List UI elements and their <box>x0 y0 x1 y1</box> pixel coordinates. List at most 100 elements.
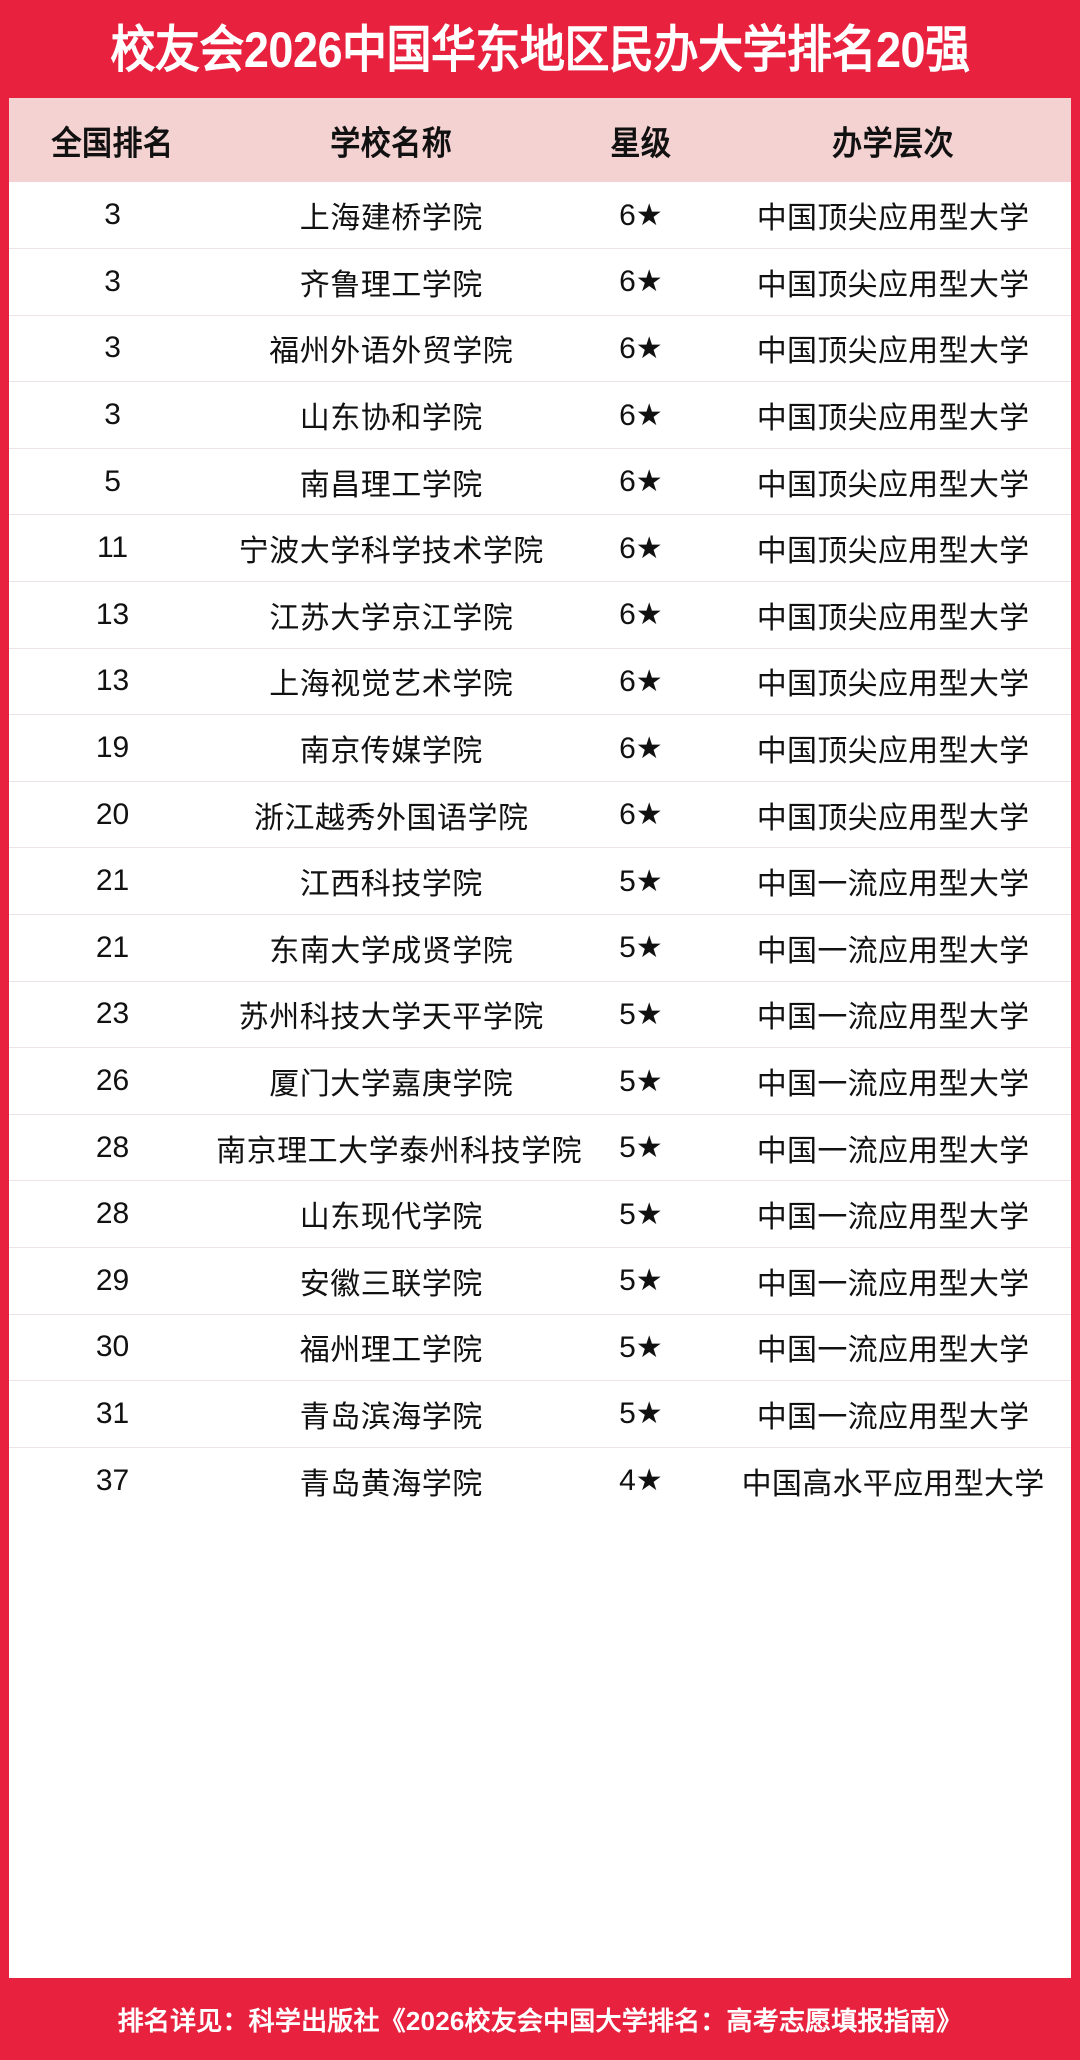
column-header-level-label: 办学层次 <box>832 125 955 162</box>
table-row: 3 福州外语外贸学院 6★ 中国顶尖应用型大学 <box>9 314 1071 382</box>
table-cell-star-rating: 6★ <box>566 581 716 649</box>
table-cell-school-name: 山东协和学院 <box>216 381 567 449</box>
table-row: 21 江西科技学院 5★ 中国一流应用型大学 <box>9 847 1071 915</box>
table-row: 19 南京传媒学院 6★ 中国顶尖应用型大学 <box>9 714 1071 782</box>
table-cell-level: 中国顶尖应用型大学 <box>715 581 1071 649</box>
table-cell-rank: 3 <box>9 248 217 316</box>
table-cell-level: 中国一流应用型大学 <box>715 1380 1071 1448</box>
footer-note: 排名详见：科学出版社《2026校友会中国大学排名：高考志愿填报指南》 <box>117 2005 963 2036</box>
table-cell-level: 中国一流应用型大学 <box>715 1113 1071 1181</box>
table-cell-star-rating: 6★ <box>566 381 716 449</box>
table-cell-star-rating: 6★ <box>566 514 716 582</box>
table-cell-school-name: 青岛滨海学院 <box>216 1380 567 1448</box>
table-header-row: 全国排名 学校名称 星级 办学层次 <box>9 98 1071 182</box>
table-cell-school-name: 上海建桥学院 <box>299 202 483 236</box>
table-cell-rank: 3 <box>9 314 217 382</box>
table-cell-star-rating: 5★ <box>566 1047 716 1115</box>
table-row: 13 上海视觉艺术学院 6★ 中国顶尖应用型大学 <box>9 647 1071 715</box>
table-cell-school-name: 上海视觉艺术学院 <box>216 647 567 715</box>
table-cell-school-name: 齐鲁理工学院 <box>216 248 567 316</box>
column-header-star: 星级 <box>567 98 716 182</box>
table-row: 31 青岛滨海学院 5★ 中国一流应用型大学 <box>9 1380 1071 1448</box>
table-cell-level: 中国一流应用型大学 <box>715 1047 1071 1115</box>
table-cell-level: 中国顶尖应用型大学 <box>715 314 1071 382</box>
table-cell-star-rating: 5★ <box>566 1113 716 1181</box>
table-cell-school-name: 东南大学成贤学院 <box>216 914 567 982</box>
table-cell-level: 中国顶尖应用型大学 <box>715 780 1071 848</box>
table-cell-rank: 5 <box>9 447 217 515</box>
table-cell-rank: 20 <box>9 780 217 848</box>
table-cell-level: 中国一流应用型大学 <box>715 1313 1071 1381</box>
table-row: 21 东南大学成贤学院 5★ 中国一流应用型大学 <box>9 914 1071 982</box>
table-cell-school-name: 南京传媒学院 <box>216 714 567 782</box>
table-cell-level: 中国顶尖应用型大学 <box>715 447 1071 515</box>
table-cell-level: 中国顶尖应用型大学 <box>715 248 1071 316</box>
table-cell-level: 中国一流应用型大学 <box>715 980 1071 1048</box>
table-cell-rank: 28 <box>9 1180 217 1248</box>
footer-band: 排名详见：科学出版社《2026校友会中国大学排名：高考志愿填报指南》 <box>0 1978 1080 2060</box>
table-cell-rank: 37 <box>9 1446 217 1514</box>
table-cell-rank: 21 <box>9 914 217 982</box>
column-header-name-label: 学校名称 <box>330 125 453 162</box>
table-cell-star-rating: 5★ <box>566 847 716 915</box>
table-cell-star-rating: 6★ <box>566 647 716 715</box>
table-cell-star-rating: 6★ <box>566 248 716 316</box>
table-cell-level: 中国一流应用型大学 <box>715 1247 1071 1315</box>
table-row: 3 齐鲁理工学院 6★ 中国顶尖应用型大学 <box>9 248 1071 316</box>
ranking-table: 全国排名 学校名称 星级 办学层次 3 上海建桥学院 6★ 中国顶尖应用型大学 3 齐鲁理… <box>9 98 1071 1514</box>
title-banner: 校友会2026中国华东地区民办大学排名20强 <box>0 0 1080 98</box>
table-cell-level: 中国高水平应用型大学 <box>715 1446 1071 1514</box>
table-cell-rank: 3 <box>9 381 217 449</box>
table-cell-star-rating: 6★ <box>566 314 716 382</box>
table-cell-rank: 30 <box>9 1313 217 1381</box>
table-row: 30 福州理工学院 5★ 中国一流应用型大学 <box>9 1313 1071 1381</box>
table-row: 13 江苏大学京江学院 6★ 中国顶尖应用型大学 <box>9 581 1071 649</box>
table-cell-level: 中国顶尖应用型大学 <box>715 514 1071 582</box>
table-cell-star-rating: 5★ <box>566 1313 716 1381</box>
table-cell-rank: 13 <box>9 581 217 649</box>
ranking-table-container: 全国排名 学校名称 星级 办学层次 3 上海建桥学院 6★ 中国顶尖应用型大学 3 齐鲁理… <box>0 98 1080 1978</box>
table-cell-star-rating: 4★ <box>566 1446 716 1514</box>
table-cell-rank: 23 <box>9 980 217 1048</box>
table-cell-school-name: 福州理工学院 <box>216 1313 567 1381</box>
table-body: 3 上海建桥学院 6★ 中国顶尖应用型大学 3 齐鲁理工学院 6★ 中国顶尖应用型大学 3 福州外… <box>9 182 1071 1514</box>
table-cell-school-name: 江西科技学院 <box>216 847 567 915</box>
table-cell-school-name: 厦门大学嘉庚学院 <box>216 1047 567 1115</box>
table-cell-level: 中国顶尖应用型大学 <box>715 381 1071 449</box>
table-cell-rank: 26 <box>9 1047 217 1115</box>
table-cell-star-rating: 6★ <box>566 447 716 515</box>
table-cell-rank: 21 <box>9 847 217 915</box>
table-cell-school-name: 江苏大学京江学院 <box>216 581 567 649</box>
table-cell-school-name: 浙江越秀外国语学院 <box>216 780 567 848</box>
table-cell-school-name: 苏州科技大学天平学院 <box>216 980 567 1048</box>
table-cell-school-name: 山东现代学院 <box>216 1180 567 1248</box>
table-header: 全国排名 学校名称 星级 办学层次 <box>9 98 1071 182</box>
table-cell-star-rating: 6★ <box>619 198 663 232</box>
table-cell-star-rating: 5★ <box>566 1180 716 1248</box>
table-cell-rank: 11 <box>9 514 217 582</box>
table-cell-level: 中国一流应用型大学 <box>715 847 1071 915</box>
table-row: 5 南昌理工学院 6★ 中国顶尖应用型大学 <box>9 447 1071 515</box>
table-cell-school-name: 南昌理工学院 <box>216 447 567 515</box>
table-row: 37 青岛黄海学院 4★ 中国高水平应用型大学 <box>9 1446 1071 1514</box>
table-cell-star-rating: 5★ <box>566 1247 716 1315</box>
table-cell-rank: 3 <box>104 198 121 232</box>
table-cell-school-name: 福州外语外贸学院 <box>216 314 567 382</box>
table-cell-rank: 13 <box>9 647 217 715</box>
column-header-star-label: 星级 <box>610 125 672 162</box>
table-cell-level: 中国一流应用型大学 <box>715 914 1071 982</box>
table-row: 26 厦门大学嘉庚学院 5★ 中国一流应用型大学 <box>9 1047 1071 1115</box>
table-cell-school-name: 青岛黄海学院 <box>216 1446 567 1514</box>
table-cell-star-rating: 6★ <box>566 714 716 782</box>
table-cell-school-name: 安徽三联学院 <box>216 1247 567 1315</box>
table-row: 23 苏州科技大学天平学院 5★ 中国一流应用型大学 <box>9 980 1071 1048</box>
table-cell-rank: 28 <box>9 1113 217 1181</box>
table-cell-level: 中国顶尖应用型大学 <box>756 202 1030 236</box>
table-row: 3 上海建桥学院 6★ 中国顶尖应用型大学 <box>9 182 1071 249</box>
table-cell-star-rating: 5★ <box>566 980 716 1048</box>
table-row: 3 山东协和学院 6★ 中国顶尖应用型大学 <box>9 381 1071 449</box>
column-header-rank-label: 全国排名 <box>51 125 174 162</box>
table-cell-rank: 29 <box>9 1247 217 1315</box>
table-cell-rank: 31 <box>9 1380 217 1448</box>
